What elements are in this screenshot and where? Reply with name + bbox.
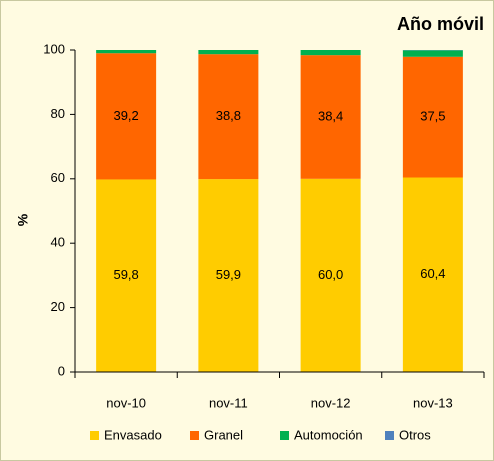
legend-swatch bbox=[280, 431, 289, 440]
data-label: 60,0 bbox=[318, 267, 343, 282]
x-tick-label: nov-11 bbox=[209, 395, 248, 410]
bar-segment bbox=[198, 50, 259, 55]
data-label: 37,5 bbox=[420, 109, 445, 124]
y-axis-label: % bbox=[15, 213, 31, 226]
x-tick-label: nov-13 bbox=[413, 395, 453, 410]
bar-segment bbox=[300, 178, 361, 372]
y-tick-label: 40 bbox=[51, 235, 65, 250]
bar-segment bbox=[96, 179, 157, 372]
bar-segment bbox=[402, 56, 463, 178]
chart-title: Año móvil bbox=[397, 14, 484, 34]
data-label: 60,4 bbox=[420, 266, 445, 281]
y-tick-label: 60 bbox=[51, 170, 65, 185]
legend-swatch bbox=[190, 431, 199, 440]
legend-label: Envasado bbox=[104, 427, 162, 442]
x-tick-label: nov-12 bbox=[311, 395, 351, 410]
bar-segment bbox=[96, 53, 157, 180]
bar-segment bbox=[198, 54, 259, 180]
bar-segment bbox=[300, 50, 361, 56]
data-label: 38,8 bbox=[216, 108, 241, 123]
legend-label: Automoción bbox=[294, 427, 363, 442]
data-label: 38,4 bbox=[318, 108, 343, 123]
legend-label: Granel bbox=[204, 427, 243, 442]
bar-segment bbox=[96, 50, 157, 54]
legend-label: Otros bbox=[399, 427, 431, 442]
y-tick-label: 80 bbox=[51, 106, 65, 121]
bar-segment bbox=[300, 55, 361, 179]
legend-swatch bbox=[90, 431, 99, 440]
data-label: 59,9 bbox=[216, 267, 241, 282]
bar-segment bbox=[198, 179, 259, 372]
x-tick-label: nov-10 bbox=[106, 395, 146, 410]
y-tick-label: 20 bbox=[51, 299, 65, 314]
legend-swatch bbox=[385, 431, 394, 440]
data-label: 39,2 bbox=[113, 108, 138, 123]
bar-segment bbox=[402, 50, 463, 57]
data-label: 59,8 bbox=[113, 267, 138, 282]
y-tick-label: 100 bbox=[43, 41, 65, 56]
y-tick-label: 0 bbox=[58, 363, 65, 378]
bar-segment bbox=[402, 177, 463, 372]
